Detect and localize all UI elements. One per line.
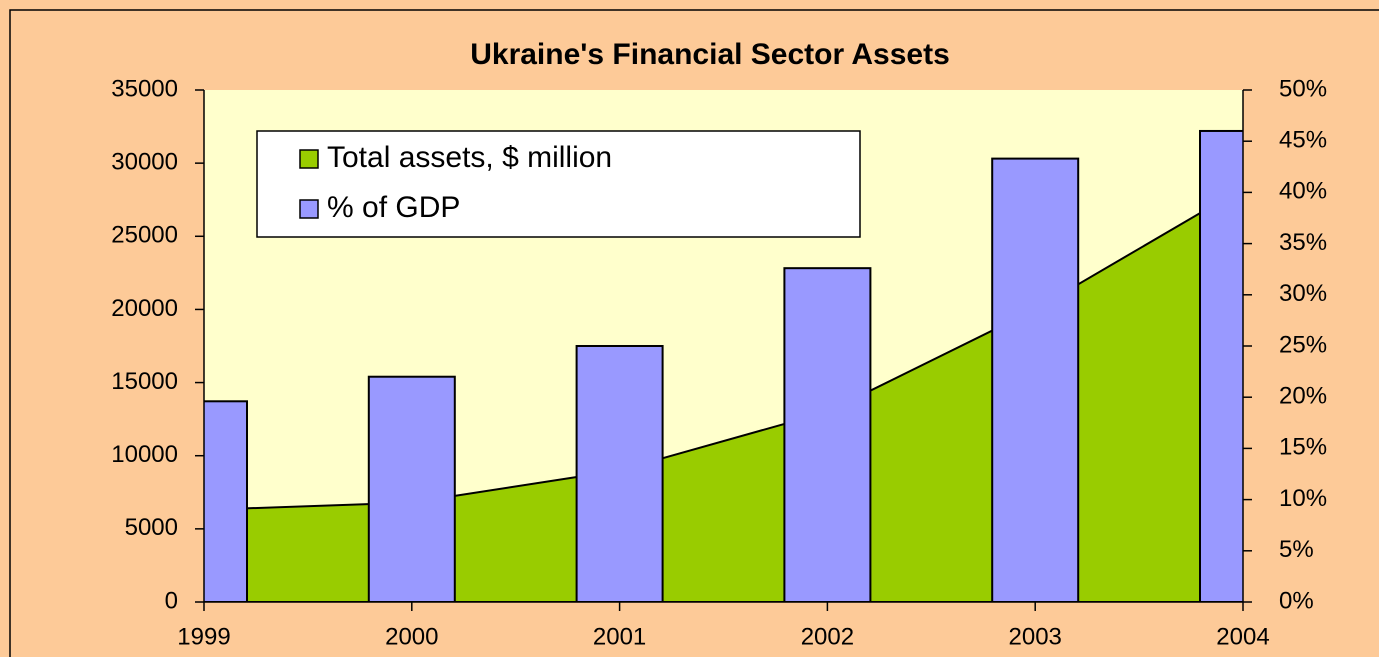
x-tick-label: 2001 bbox=[593, 623, 646, 650]
y2-tick-label: 35% bbox=[1279, 229, 1327, 256]
y2-tick-label: 30% bbox=[1279, 280, 1327, 307]
y-tick-label: 5000 bbox=[125, 514, 178, 541]
x-tick-label: 2002 bbox=[801, 623, 854, 650]
bar bbox=[1199, 129, 1243, 602]
chart-border bbox=[9, 9, 1379, 657]
y-tick-label: 30000 bbox=[111, 148, 178, 175]
y-tick-label: 10000 bbox=[111, 441, 178, 468]
chart-title: Ukraine's Financial Sector Assets bbox=[470, 38, 950, 71]
y2-tick-label: 0% bbox=[1279, 587, 1314, 614]
x-tick-label: 2000 bbox=[385, 623, 438, 650]
y-tick-label: 35000 bbox=[111, 75, 178, 102]
y-tick-label: 15000 bbox=[111, 368, 178, 395]
legend-swatch bbox=[299, 149, 319, 169]
legend-swatch bbox=[299, 199, 319, 219]
bar bbox=[204, 400, 248, 602]
y2-tick-label: 45% bbox=[1279, 127, 1327, 154]
x-tick-label: 1999 bbox=[177, 623, 230, 650]
legend-label: % of GDP bbox=[327, 191, 460, 224]
y2-tick-label: 20% bbox=[1279, 383, 1327, 410]
y2-tick-label: 40% bbox=[1279, 178, 1327, 205]
plot-marks bbox=[204, 129, 1243, 602]
x-tick-label: 2003 bbox=[1009, 623, 1062, 650]
y2-tick-label: 50% bbox=[1279, 75, 1327, 102]
bar bbox=[575, 345, 664, 602]
y2-tick-label: 15% bbox=[1279, 434, 1327, 461]
x-tick-label: 2004 bbox=[1216, 623, 1269, 650]
y2-tick-label: 10% bbox=[1279, 485, 1327, 512]
y-tick-label: 25000 bbox=[111, 222, 178, 249]
y2-tick-label: 5% bbox=[1279, 536, 1314, 563]
bar bbox=[991, 157, 1080, 602]
bar bbox=[367, 375, 456, 602]
y-tick-label: 20000 bbox=[111, 295, 178, 322]
legend-box bbox=[256, 130, 861, 238]
legend-label: Total assets, $ million bbox=[327, 141, 612, 174]
y-tick-label: 0 bbox=[165, 587, 178, 614]
y2-tick-label: 25% bbox=[1279, 331, 1327, 358]
bar bbox=[783, 267, 872, 602]
